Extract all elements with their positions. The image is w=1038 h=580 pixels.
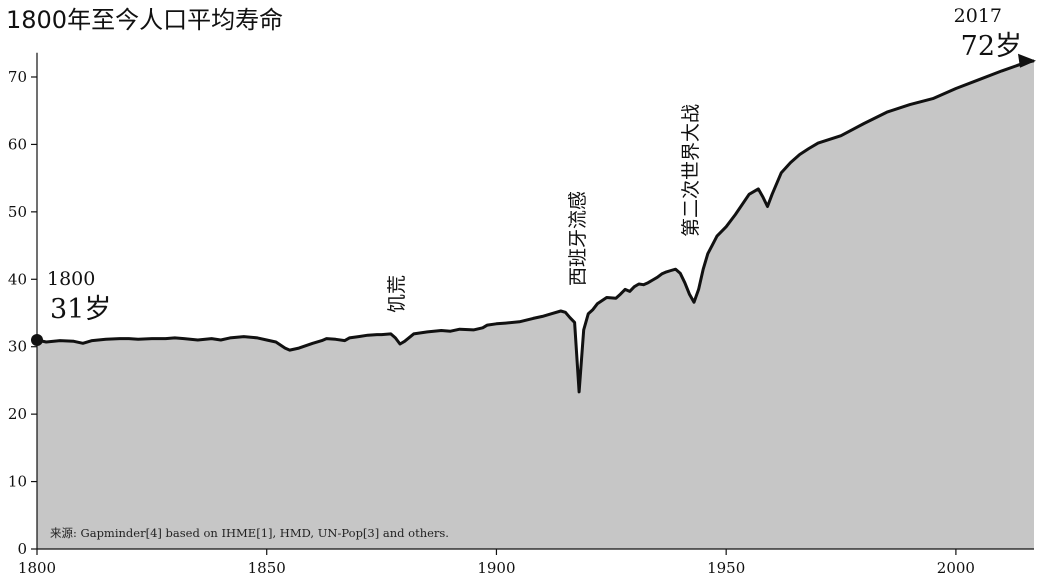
- plot-area: [36, 59, 1035, 550]
- x-tick-label: 2000: [937, 559, 975, 577]
- start-point-marker: [31, 333, 43, 346]
- end-year-label: 2017: [954, 5, 1002, 27]
- y-tick-label: 30: [8, 338, 27, 356]
- y-tick-label: 0: [17, 540, 27, 558]
- spanish-flu-label: 西班牙流感: [567, 191, 589, 286]
- series-line: [36, 59, 1035, 394]
- y-tick-label: 50: [8, 203, 27, 221]
- axes: 0 10 20 30 40 50 60 70 1800 1850 1900 1950 2000: [8, 52, 1034, 577]
- y-tick-label: 20: [8, 405, 27, 423]
- y-tick-label: 60: [8, 135, 27, 153]
- y-tick-label: 70: [8, 68, 27, 86]
- area-fill: [37, 60, 1034, 550]
- ww2-label: 第二次世界大战: [680, 104, 702, 237]
- source-note: 来源: Gapminder[4] based on IHME[1], HMD, …: [50, 526, 449, 540]
- end-arrow-marker: [1018, 53, 1036, 68]
- y-tick-label: 40: [8, 270, 27, 288]
- x-tick-label: 1950: [707, 559, 745, 577]
- chart-title: 1800年至今人口平均寿命: [6, 6, 283, 34]
- x-tick-label: 1850: [248, 559, 286, 577]
- start-value-label: 31岁: [50, 294, 111, 325]
- start-year-label: 1800: [47, 268, 95, 290]
- famine-label: 饥荒: [386, 275, 408, 313]
- end-value-label: 72岁: [961, 31, 1022, 62]
- y-tick-label: 10: [8, 473, 27, 491]
- x-tick-label: 1800: [18, 559, 56, 577]
- x-tick-label: 1900: [477, 559, 515, 577]
